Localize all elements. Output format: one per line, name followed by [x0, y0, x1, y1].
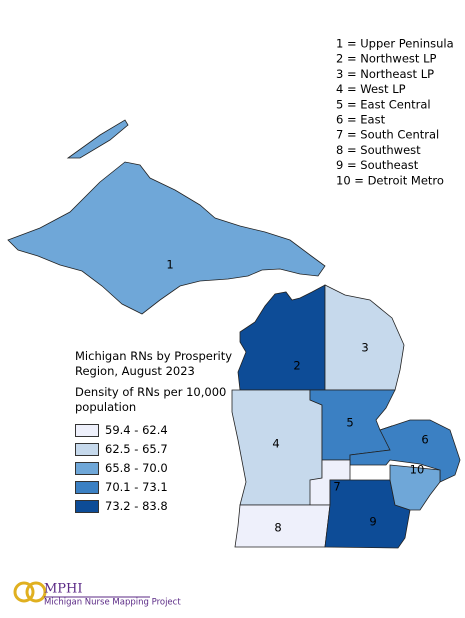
region-label: 10 — [410, 463, 425, 477]
region — [389, 464, 441, 511]
regions: 1 2 3 4 5 6 7 8 9 10 — [7, 161, 461, 549]
key-entry: 4 = West LP — [336, 82, 406, 96]
legend-title: Michigan RNs by Prosperity Region, Augus… — [75, 349, 233, 378]
legend-swatch — [75, 462, 99, 475]
logo-name: MPHI — [44, 582, 83, 597]
key-entry: 5 = East Central — [336, 97, 431, 111]
region-label: 1 — [166, 258, 173, 272]
region — [234, 504, 331, 548]
legend-row: 65.8 - 70.0 — [75, 459, 240, 478]
region-label: 4 — [272, 437, 279, 451]
isle-royale — [66, 119, 129, 159]
region-label: 3 — [361, 341, 368, 355]
legend-row: 62.5 - 65.7 — [75, 440, 240, 459]
key-entry: 10 = Detroit Metro — [336, 173, 444, 187]
legend-swatch — [75, 443, 99, 456]
key-entry: 2 = Northwest LP — [336, 52, 436, 66]
region — [237, 284, 326, 391]
legend-swatch — [75, 500, 99, 513]
key-entry: 1 = Upper Peninsula — [336, 37, 454, 51]
legend-swatch — [75, 481, 99, 494]
legend-classes: 59.4 - 62.4 62.5 - 65.7 65.8 - 70.0 70.1 - … — [75, 421, 240, 516]
legend-label: 62.5 - 65.7 — [105, 442, 168, 456]
key-entry: 9 = Southeast — [336, 158, 419, 172]
key-entry: 3 = Northeast LP — [336, 67, 434, 81]
legend-row: 70.1 - 73.1 — [75, 478, 240, 497]
legend-label: 59.4 - 62.4 — [105, 423, 168, 437]
region-label: 6 — [421, 433, 428, 447]
region-label: 9 — [369, 515, 376, 529]
legend-row: 73.2 - 83.8 — [75, 497, 240, 516]
region-label: 7 — [333, 480, 340, 494]
legend-label: 70.1 - 73.1 — [105, 480, 168, 494]
region-label: 2 — [293, 359, 300, 373]
region — [324, 284, 405, 391]
region-label: 8 — [274, 521, 281, 535]
region — [7, 161, 326, 315]
region-label: 5 — [346, 416, 353, 430]
logo-icon — [13, 581, 47, 603]
key-entry: 6 = East — [336, 113, 386, 127]
logo-tagline: Michigan Nurse Mapping Project — [44, 598, 181, 608]
key-entry: 8 = Southwest — [336, 143, 421, 157]
legend-subtitle: Density of RNs per 10,000 population — [75, 385, 227, 414]
legend-label: 73.2 - 83.8 — [105, 499, 168, 513]
legend-row: 59.4 - 62.4 — [75, 421, 240, 440]
key-entry: 7 = South Central — [336, 128, 439, 142]
legend-swatch — [75, 424, 99, 437]
legend-label: 65.8 - 70.0 — [105, 461, 168, 475]
legend: Michigan RNs by Prosperity Region, Augus… — [75, 349, 240, 516]
